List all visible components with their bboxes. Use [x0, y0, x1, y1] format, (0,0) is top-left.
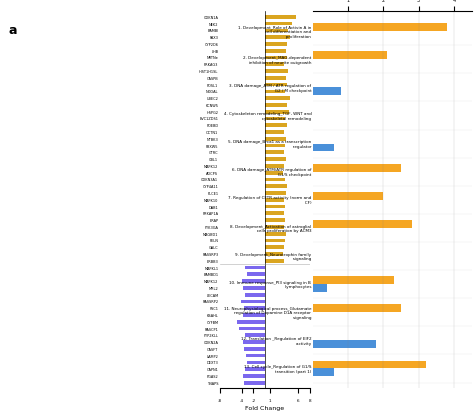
Bar	[264, 124, 287, 128]
Bar	[264, 111, 289, 114]
Bar	[245, 334, 264, 337]
Bar	[264, 50, 286, 53]
Bar	[242, 280, 264, 283]
Bar	[264, 104, 287, 107]
Bar	[264, 171, 283, 175]
Bar	[245, 266, 264, 270]
Bar	[245, 347, 264, 351]
Bar	[264, 29, 288, 33]
Bar	[264, 178, 285, 182]
Bar	[264, 43, 287, 47]
Bar	[264, 83, 287, 87]
Bar	[264, 246, 284, 249]
Bar	[264, 212, 284, 216]
Bar	[264, 205, 285, 209]
Bar	[313, 192, 383, 200]
Bar	[264, 57, 287, 60]
Bar	[264, 70, 288, 74]
Bar	[264, 165, 284, 169]
Bar	[264, 145, 285, 148]
Bar	[264, 16, 296, 20]
Bar	[313, 285, 327, 292]
Bar	[313, 361, 426, 368]
Bar	[243, 374, 264, 378]
Text: a: a	[9, 24, 18, 37]
Bar	[264, 219, 285, 223]
Bar	[264, 90, 285, 94]
Bar	[264, 185, 287, 189]
Bar	[243, 286, 264, 290]
Bar	[313, 144, 334, 152]
Bar	[264, 198, 284, 202]
Bar	[264, 259, 284, 263]
Bar	[245, 293, 264, 297]
Bar	[313, 88, 341, 96]
Bar	[264, 151, 284, 155]
Bar	[264, 239, 285, 243]
Bar	[243, 340, 264, 344]
Bar	[313, 221, 411, 228]
Bar	[264, 117, 285, 121]
Bar	[243, 313, 264, 317]
Bar	[264, 252, 283, 256]
Bar	[264, 23, 292, 26]
Bar	[313, 341, 376, 349]
Bar	[264, 232, 286, 236]
Bar	[241, 300, 264, 304]
X-axis label: Fold Change: Fold Change	[245, 405, 284, 410]
Bar	[313, 52, 387, 60]
Bar	[245, 306, 264, 310]
Bar	[246, 361, 264, 364]
Bar	[264, 63, 284, 67]
Bar	[313, 305, 401, 313]
Bar	[313, 164, 401, 172]
Bar	[237, 320, 264, 324]
Bar	[264, 97, 290, 101]
Bar	[264, 131, 284, 135]
Bar	[264, 77, 286, 81]
Bar	[264, 138, 286, 141]
Bar	[246, 354, 264, 358]
Bar	[264, 225, 284, 229]
Bar	[264, 192, 286, 195]
Bar	[245, 381, 264, 385]
Bar	[246, 273, 264, 277]
Bar	[264, 36, 290, 40]
Bar	[313, 24, 447, 32]
Bar	[313, 277, 394, 285]
Bar	[313, 368, 334, 376]
Bar	[264, 158, 286, 161]
Bar	[239, 327, 264, 330]
Bar	[245, 368, 264, 371]
